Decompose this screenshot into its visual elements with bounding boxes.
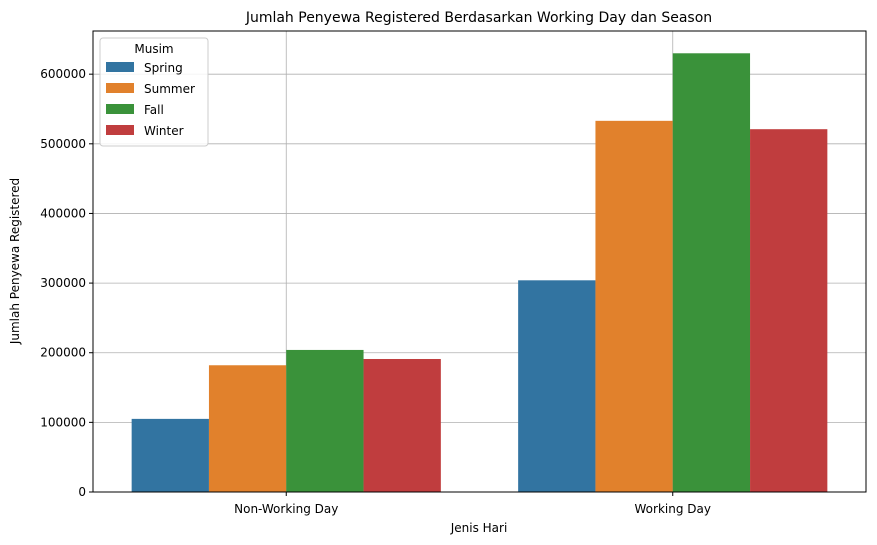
legend-swatch [106, 83, 134, 93]
x-ticks: Non-Working Day Working Day [234, 492, 711, 516]
bar-fall [286, 349, 364, 492]
bar-winter [750, 129, 828, 492]
legend-swatch [106, 104, 134, 114]
chart-title: Jumlah Penyewa Registered Berdasarkan Wo… [245, 10, 712, 26]
y-tick-label: 600000 [40, 67, 86, 81]
bars [131, 53, 828, 492]
x-axis-label: Jenis Hari [450, 521, 508, 535]
legend-swatch [106, 62, 134, 72]
bar-spring [518, 280, 596, 492]
y-tick-label: 0 [78, 485, 86, 499]
y-tick-label: 400000 [40, 206, 86, 220]
x-tick-label: Non-Working Day [234, 502, 338, 516]
bar-winter [363, 358, 441, 492]
legend-items: Spring Summer Fall Winter [106, 61, 195, 138]
y-ticks: 0 100000 200000 300000 400000 500000 600000 [40, 67, 93, 499]
bar-fall [672, 53, 751, 492]
legend-title: Musim [134, 42, 173, 56]
y-tick-label: 300000 [40, 276, 86, 290]
legend-swatch [106, 125, 134, 135]
x-tick-label: Working Day [635, 502, 711, 516]
legend-label: Summer [144, 82, 195, 96]
y-tick-label: 200000 [40, 346, 86, 360]
y-tick-label: 500000 [40, 137, 86, 151]
legend-label: Winter [144, 124, 184, 138]
bar-spring [131, 418, 209, 492]
y-axis-label: Jumlah Penyewa Registered [8, 178, 22, 345]
bar-summer [595, 120, 673, 492]
bar-summer [208, 365, 287, 492]
legend-label: Fall [144, 103, 164, 117]
y-tick-label: 100000 [40, 415, 86, 429]
legend: Musim Spring Summer Fall Winter [99, 37, 209, 147]
legend-label: Spring [144, 61, 183, 75]
plot-frame [92, 30, 867, 493]
